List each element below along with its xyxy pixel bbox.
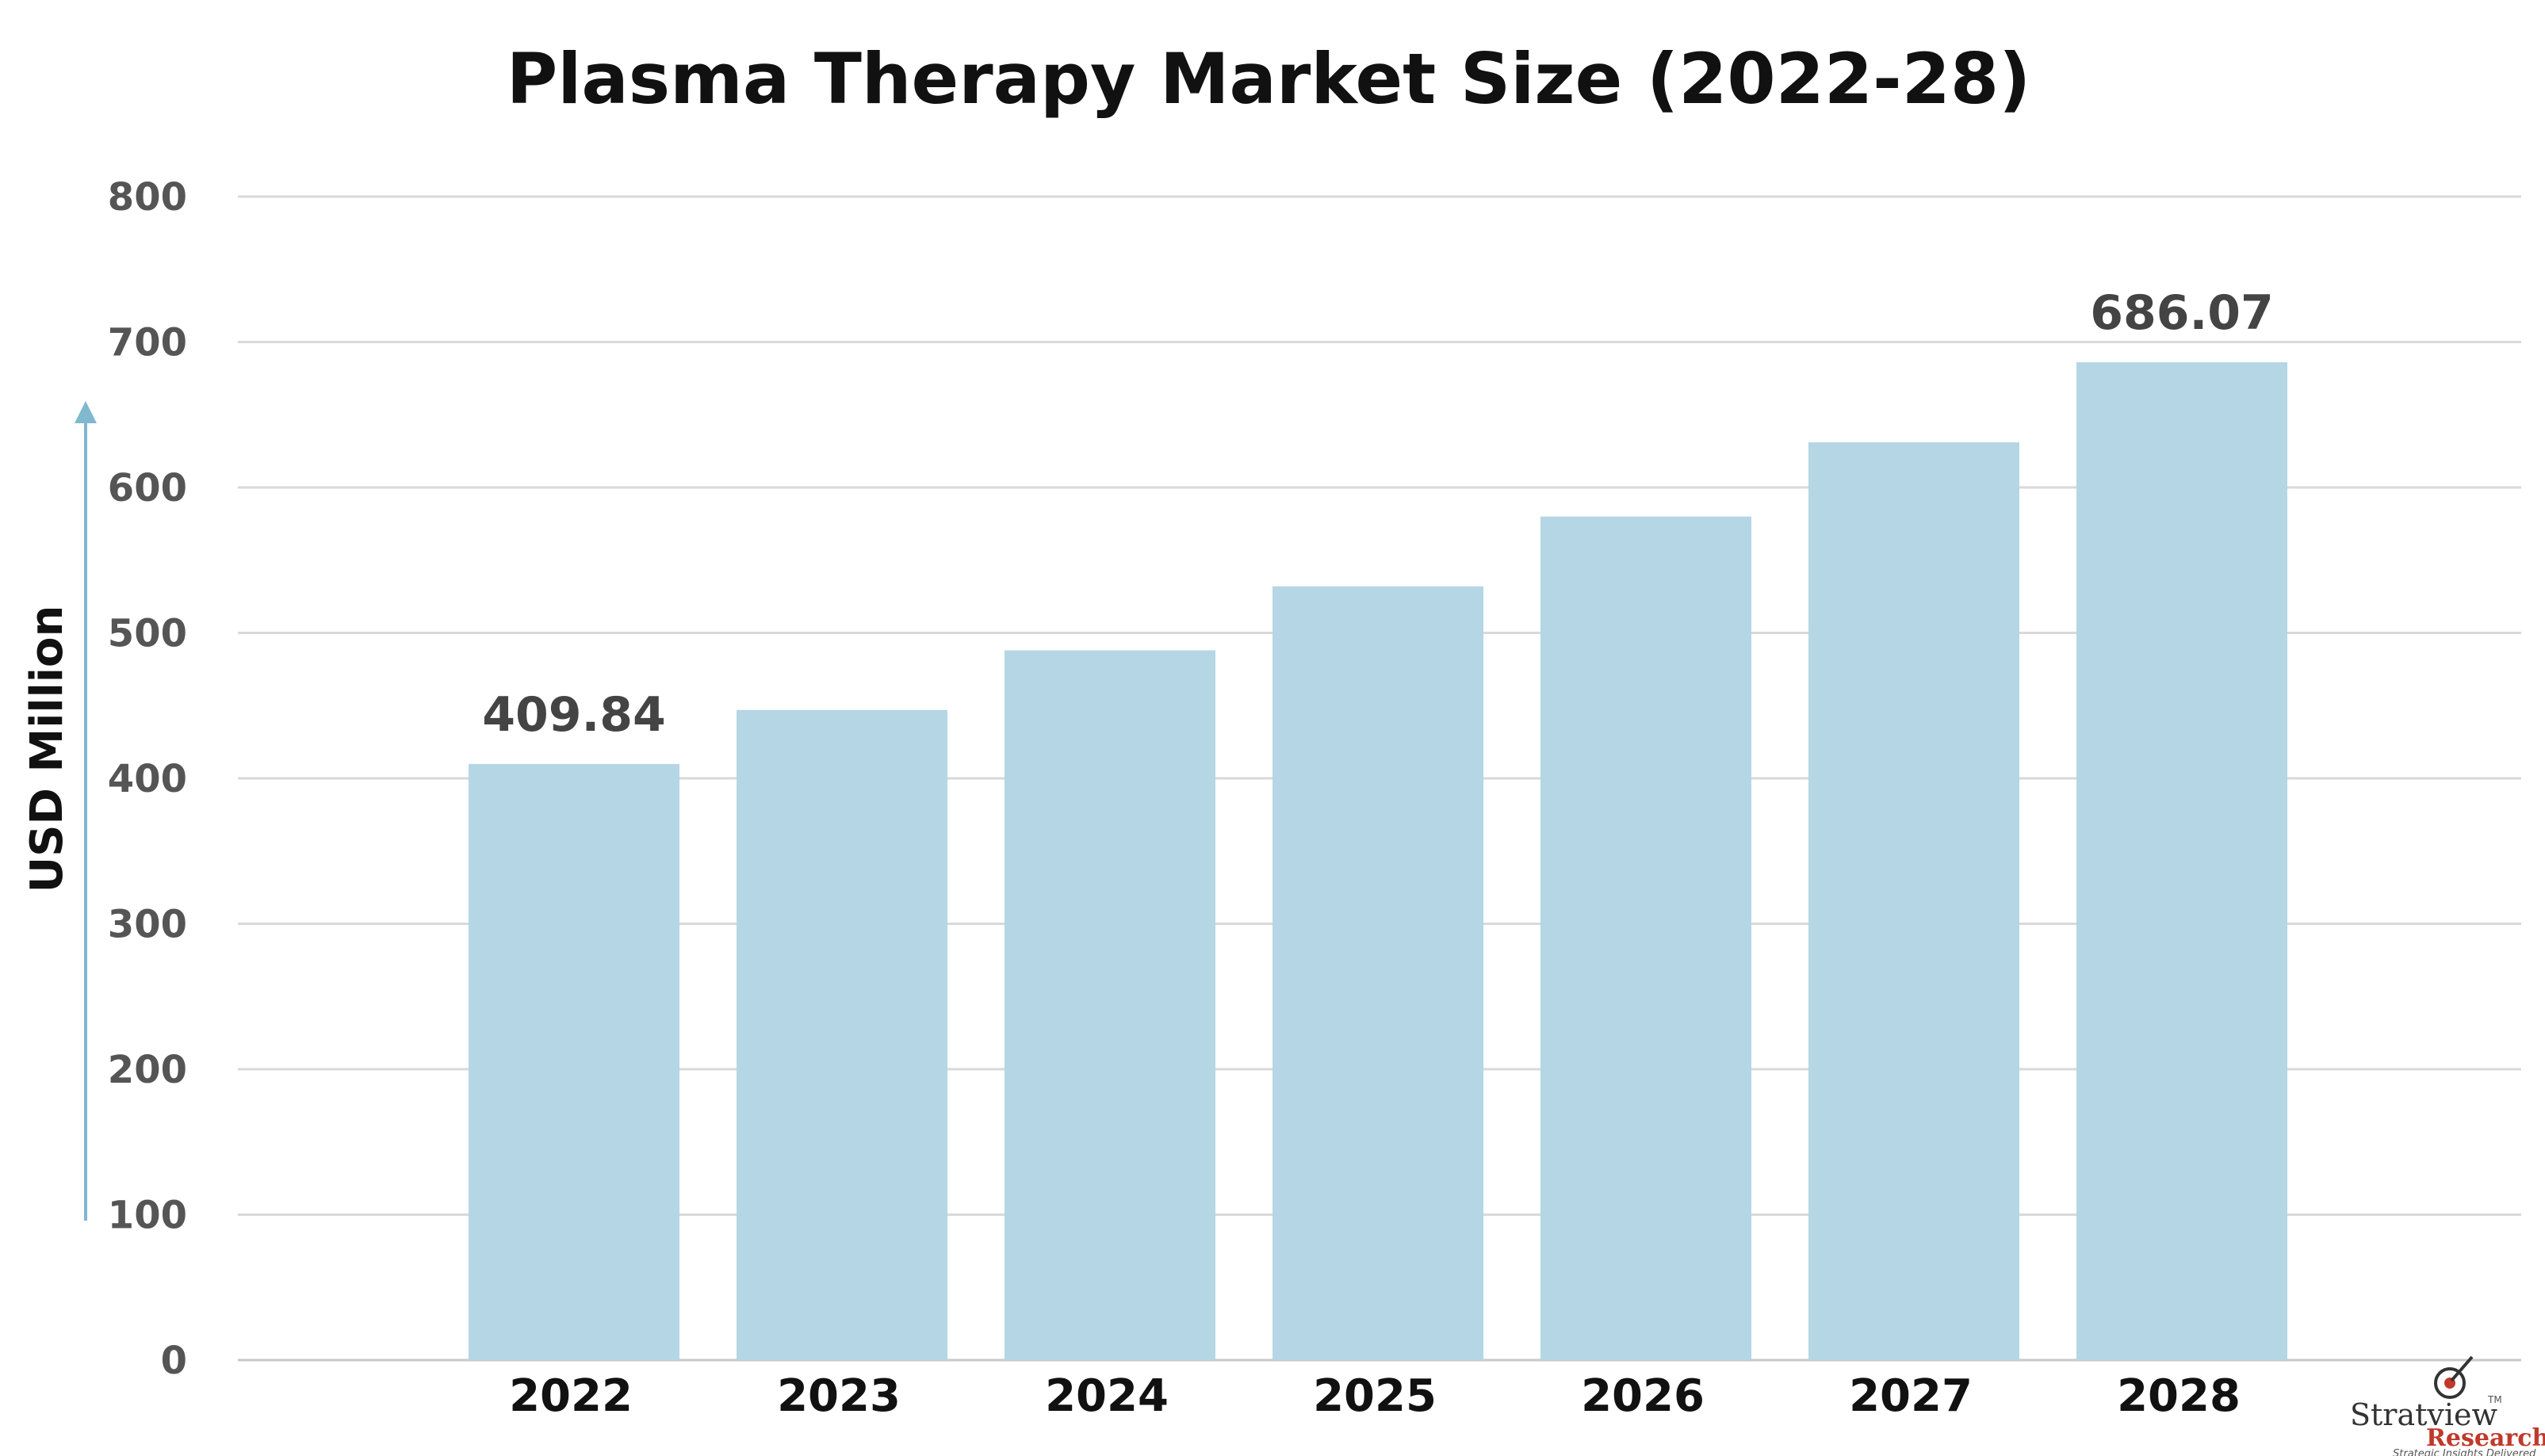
bar-2026 <box>1540 516 1751 1361</box>
y-tick-label: 700 <box>108 321 187 365</box>
bar-2027 <box>1808 442 2019 1360</box>
stratview-logo: Stratview TM Research Strategic Insights… <box>2350 1355 2545 1456</box>
x-tick-label: 2027 <box>1849 1370 1973 1422</box>
x-tick-label: 2026 <box>1581 1370 1705 1422</box>
logo-tagline: Strategic Insights Delivered <box>2393 1448 2536 1456</box>
y-axis-label: USD Million <box>21 606 73 893</box>
x-tick-label: 2025 <box>1313 1370 1437 1422</box>
y-tick-label: 300 <box>108 903 187 947</box>
bar-2025 <box>1272 586 1483 1360</box>
x-tick-label: 2023 <box>777 1370 901 1422</box>
x-tick-label: 2022 <box>509 1370 633 1422</box>
bar-2022 <box>469 763 679 1360</box>
y-tick-label: 0 <box>161 1339 187 1383</box>
target-icon <box>2434 1355 2474 1399</box>
logo-subtitle: Research <box>2426 1424 2545 1452</box>
y-tick-label: 800 <box>108 175 187 220</box>
y-tick-label: 100 <box>108 1194 187 1238</box>
x-tick-label: 2024 <box>1045 1370 1169 1422</box>
y-tick-label: 600 <box>108 466 187 510</box>
x-tick-label: 2028 <box>2117 1370 2241 1422</box>
x-axis-ticks: 2022 2023 2024 2025 2026 2027 2028 <box>509 1370 2241 1422</box>
chart-title: Plasma Therapy Market Size (2022-28) <box>507 38 2031 120</box>
y-axis-ticks: 0 100 200 300 400 500 600 700 800 <box>108 175 187 1383</box>
bar-2023 <box>737 709 947 1360</box>
bar-2028 <box>2076 362 2287 1361</box>
y-tick-label: 400 <box>108 757 187 801</box>
data-labels: 409.84 686.07 <box>482 285 2274 743</box>
y-tick-label: 200 <box>108 1048 187 1092</box>
y-tick-label: 500 <box>108 612 187 656</box>
y-axis-arrow <box>75 401 97 1221</box>
data-label: 409.84 <box>482 687 666 743</box>
data-label: 686.07 <box>2090 285 2274 341</box>
logo-name: Stratview <box>2350 1397 2498 1432</box>
bars <box>469 362 2287 1361</box>
bar-2024 <box>1005 650 1215 1360</box>
logo-trademark: TM <box>2487 1394 2502 1405</box>
